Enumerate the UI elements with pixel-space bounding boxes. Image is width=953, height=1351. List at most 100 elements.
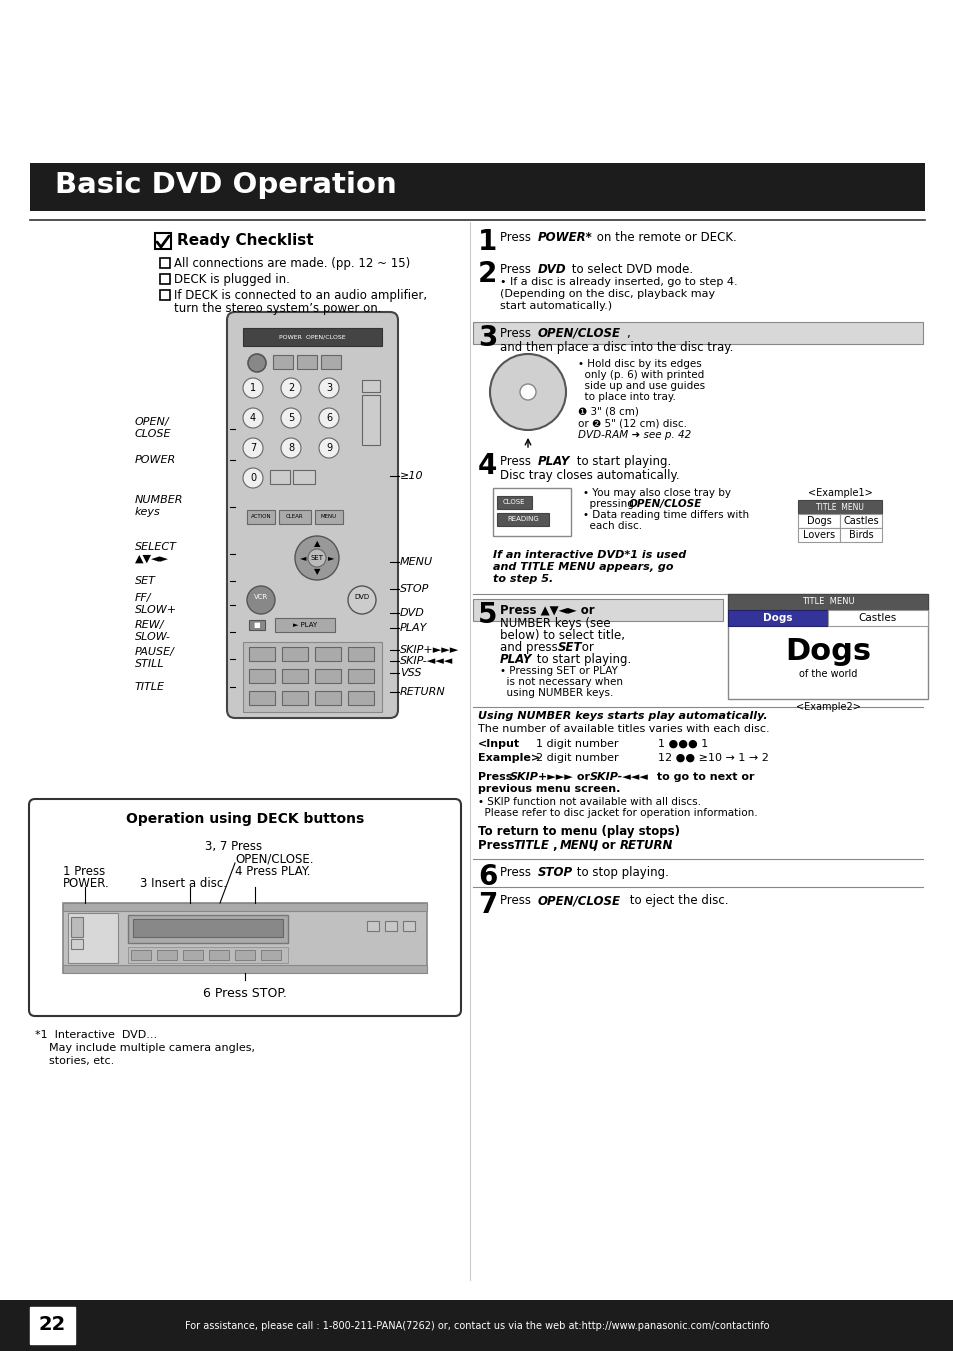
Text: ▲: ▲ (314, 539, 320, 549)
Text: Birds: Birds (848, 530, 872, 540)
Text: side up and use guides: side up and use guides (578, 381, 704, 390)
Bar (0, 1300, 953, 1351)
Text: ◄: ◄ (299, 554, 306, 562)
Text: MENU: MENU (399, 557, 433, 567)
Text: 3: 3 (477, 324, 497, 353)
Text: is not necessary when: is not necessary when (499, 677, 622, 688)
Bar (385, 921, 396, 931)
Text: to start playing.: to start playing. (573, 455, 671, 467)
Text: *1  Interactive  DVD...: *1 Interactive DVD... (35, 1029, 157, 1040)
Text: OPEN/CLOSE.: OPEN/CLOSE. (234, 852, 314, 865)
Bar (30, 1306, 75, 1344)
Text: each disc.: each disc. (582, 521, 641, 531)
Text: using NUMBER keys.: using NUMBER keys. (499, 688, 613, 698)
Text: DVD: DVD (537, 263, 566, 276)
Bar (293, 470, 314, 484)
Text: STILL: STILL (135, 659, 165, 669)
Bar (348, 647, 374, 661)
Text: TITLE  MENU: TITLE MENU (815, 503, 863, 512)
Text: Press: Press (499, 866, 535, 880)
Bar (278, 509, 311, 524)
Bar (273, 355, 293, 369)
Text: 9: 9 (326, 443, 332, 453)
Bar (71, 939, 83, 948)
Bar (131, 950, 151, 961)
Bar (209, 950, 229, 961)
Text: RETURN: RETURN (619, 839, 673, 852)
Bar (160, 274, 170, 284)
Text: POWER.: POWER. (63, 877, 110, 890)
Circle shape (281, 378, 301, 399)
Text: 4 Press PLAY.: 4 Press PLAY. (234, 865, 310, 878)
Text: PLAY: PLAY (537, 455, 570, 467)
Text: on the remote or DECK.: on the remote or DECK. (593, 231, 736, 245)
Bar (727, 611, 827, 626)
Bar (797, 500, 882, 513)
Circle shape (243, 378, 263, 399)
Bar (840, 528, 882, 542)
Text: start automatically.): start automatically.) (499, 301, 612, 311)
Bar (249, 647, 274, 661)
Text: 1 Press: 1 Press (63, 865, 105, 878)
Text: DVD: DVD (355, 594, 369, 600)
Text: MENU: MENU (559, 839, 598, 852)
Bar (282, 669, 308, 684)
Bar (473, 598, 722, 621)
Text: 1 digit number: 1 digit number (536, 739, 618, 748)
Text: RETURN: RETURN (399, 688, 445, 697)
Text: SLOW-: SLOW- (135, 632, 171, 642)
Text: 4: 4 (250, 413, 255, 423)
Text: ► PLAY: ► PLAY (293, 621, 316, 628)
Bar (348, 669, 374, 684)
Text: OPEN/CLOSE: OPEN/CLOSE (628, 499, 701, 509)
Text: ,: , (625, 327, 629, 340)
Bar (160, 258, 170, 267)
Text: 8: 8 (288, 443, 294, 453)
Bar (493, 488, 571, 536)
Text: ►: ► (328, 554, 334, 562)
Text: and TITLE MENU appears, go: and TITLE MENU appears, go (493, 562, 673, 571)
Bar (282, 690, 308, 705)
Text: • You may also close tray by: • You may also close tray by (582, 488, 730, 499)
Text: Press: Press (499, 231, 535, 245)
Bar (249, 690, 274, 705)
Text: Disc tray closes automatically.: Disc tray closes automatically. (499, 469, 679, 482)
Text: 1: 1 (477, 228, 497, 255)
Text: REW/: REW/ (135, 620, 164, 630)
Text: SKIP+►►►: SKIP+►►► (510, 771, 573, 782)
Bar (473, 322, 923, 345)
Bar (234, 950, 254, 961)
Bar (261, 950, 281, 961)
Text: • If a disc is already inserted, go to step 4.: • If a disc is already inserted, go to s… (499, 277, 737, 286)
Circle shape (318, 408, 338, 428)
Text: • Pressing SET or PLAY: • Pressing SET or PLAY (499, 666, 618, 676)
Text: and then place a disc into the disc tray.: and then place a disc into the disc tray… (499, 340, 733, 354)
Bar (314, 509, 343, 524)
Text: or: or (578, 640, 594, 654)
Text: PLAY: PLAY (499, 653, 532, 666)
Text: 7: 7 (250, 443, 255, 453)
Text: TITLE: TITLE (135, 682, 165, 692)
Bar (314, 669, 340, 684)
Bar (497, 513, 548, 526)
Text: VSS: VSS (399, 667, 421, 678)
Text: To return to menu (play stops): To return to menu (play stops) (477, 825, 679, 838)
Bar (296, 355, 316, 369)
Text: ■: ■ (253, 621, 260, 628)
Text: May include multiple camera angles,: May include multiple camera angles, (35, 1043, 254, 1052)
Text: .: . (667, 839, 672, 852)
Text: to go to next or: to go to next or (652, 771, 754, 782)
Text: SKIP-◄◄◄: SKIP-◄◄◄ (589, 771, 648, 782)
Bar (361, 394, 379, 444)
Bar (128, 947, 288, 963)
Text: ▲▼◄►: ▲▼◄► (135, 554, 169, 563)
Text: CLOSE: CLOSE (502, 499, 525, 505)
FancyBboxPatch shape (29, 798, 460, 1016)
Bar (274, 617, 335, 632)
Text: OPEN/CLOSE: OPEN/CLOSE (537, 894, 620, 907)
Text: 6: 6 (477, 863, 497, 892)
Text: Using NUMBER keys starts play automatically.: Using NUMBER keys starts play automatica… (477, 711, 767, 721)
Bar (157, 950, 177, 961)
Bar (827, 611, 927, 626)
Text: (Depending on the disc, playback may: (Depending on the disc, playback may (499, 289, 715, 299)
